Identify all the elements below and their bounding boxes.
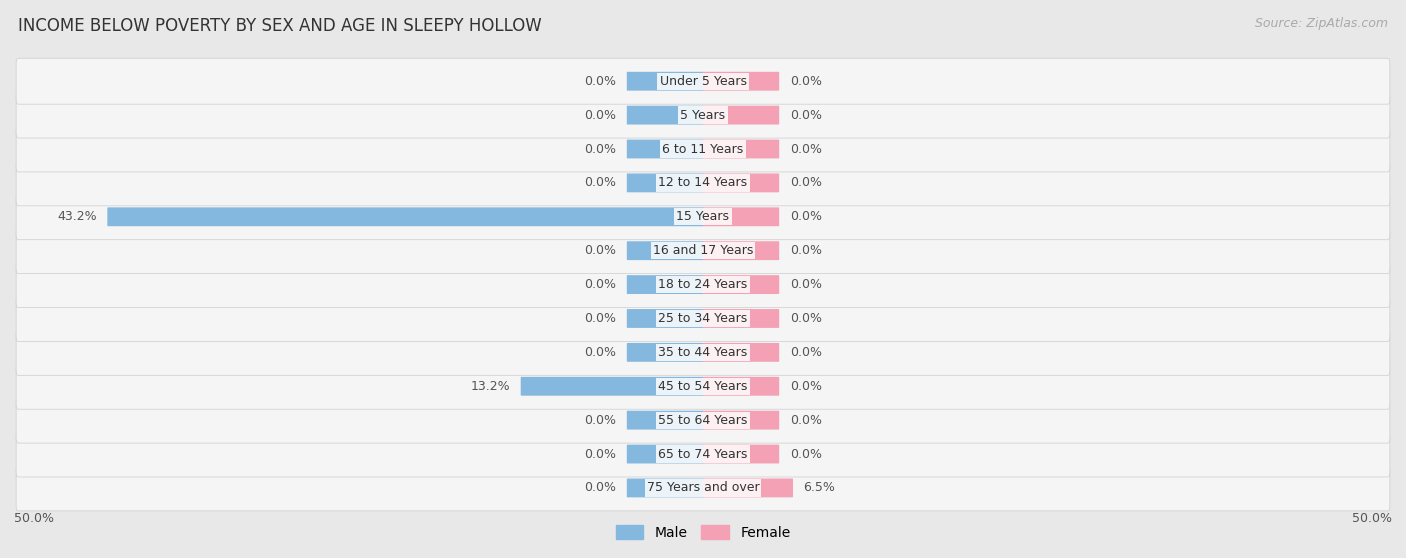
Text: 16 and 17 Years: 16 and 17 Years [652,244,754,257]
FancyBboxPatch shape [15,397,1391,443]
Text: 0.0%: 0.0% [790,312,821,325]
Text: 0.0%: 0.0% [790,176,821,189]
Text: 0.0%: 0.0% [585,413,616,427]
FancyBboxPatch shape [703,445,779,464]
FancyBboxPatch shape [627,174,703,193]
Text: 15 Years: 15 Years [676,210,730,223]
Text: 0.0%: 0.0% [585,75,616,88]
FancyBboxPatch shape [15,363,1391,409]
Text: 6.5%: 6.5% [804,482,835,494]
FancyBboxPatch shape [15,160,1391,206]
FancyBboxPatch shape [627,343,703,362]
FancyBboxPatch shape [627,241,703,260]
Text: 6 to 11 Years: 6 to 11 Years [662,142,744,156]
FancyBboxPatch shape [627,140,703,158]
FancyBboxPatch shape [703,343,779,362]
Text: 45 to 54 Years: 45 to 54 Years [658,380,748,393]
FancyBboxPatch shape [15,296,1391,341]
FancyBboxPatch shape [627,72,703,90]
Text: Source: ZipAtlas.com: Source: ZipAtlas.com [1254,17,1388,30]
Text: 13.2%: 13.2% [471,380,510,393]
Text: 0.0%: 0.0% [585,278,616,291]
FancyBboxPatch shape [627,275,703,294]
FancyBboxPatch shape [627,309,703,328]
Text: 0.0%: 0.0% [585,312,616,325]
Text: 0.0%: 0.0% [585,176,616,189]
FancyBboxPatch shape [703,174,779,193]
Text: 0.0%: 0.0% [585,244,616,257]
Text: 43.2%: 43.2% [58,210,97,223]
FancyBboxPatch shape [15,126,1391,172]
Text: 12 to 14 Years: 12 to 14 Years [658,176,748,189]
FancyBboxPatch shape [520,377,703,396]
FancyBboxPatch shape [15,228,1391,273]
FancyBboxPatch shape [703,208,779,226]
FancyBboxPatch shape [703,309,779,328]
Text: 0.0%: 0.0% [585,482,616,494]
FancyBboxPatch shape [15,58,1391,104]
Text: INCOME BELOW POVERTY BY SEX AND AGE IN SLEEPY HOLLOW: INCOME BELOW POVERTY BY SEX AND AGE IN S… [18,17,543,35]
Text: 65 to 74 Years: 65 to 74 Years [658,448,748,460]
Text: 0.0%: 0.0% [585,142,616,156]
Text: 0.0%: 0.0% [790,142,821,156]
Text: 50.0%: 50.0% [1353,512,1392,525]
Text: 5 Years: 5 Years [681,109,725,122]
FancyBboxPatch shape [15,194,1391,240]
Text: 25 to 34 Years: 25 to 34 Years [658,312,748,325]
Text: 0.0%: 0.0% [790,380,821,393]
FancyBboxPatch shape [15,92,1391,138]
FancyBboxPatch shape [703,105,779,124]
Text: 0.0%: 0.0% [790,244,821,257]
FancyBboxPatch shape [703,241,779,260]
Text: 0.0%: 0.0% [585,109,616,122]
FancyBboxPatch shape [15,431,1391,477]
FancyBboxPatch shape [703,72,779,90]
FancyBboxPatch shape [703,140,779,158]
FancyBboxPatch shape [703,275,779,294]
Text: 18 to 24 Years: 18 to 24 Years [658,278,748,291]
FancyBboxPatch shape [15,329,1391,376]
Text: 35 to 44 Years: 35 to 44 Years [658,346,748,359]
Text: 0.0%: 0.0% [790,75,821,88]
Text: 0.0%: 0.0% [790,346,821,359]
Text: 50.0%: 50.0% [14,512,53,525]
Text: 0.0%: 0.0% [585,346,616,359]
FancyBboxPatch shape [703,377,779,396]
Text: 0.0%: 0.0% [790,278,821,291]
FancyBboxPatch shape [627,445,703,464]
FancyBboxPatch shape [15,465,1391,511]
Text: 0.0%: 0.0% [790,448,821,460]
Text: 75 Years and over: 75 Years and over [647,482,759,494]
Text: 0.0%: 0.0% [790,210,821,223]
Text: 0.0%: 0.0% [585,448,616,460]
FancyBboxPatch shape [107,208,703,226]
FancyBboxPatch shape [703,411,779,430]
Text: 0.0%: 0.0% [790,109,821,122]
FancyBboxPatch shape [627,411,703,430]
Text: Under 5 Years: Under 5 Years [659,75,747,88]
Text: 55 to 64 Years: 55 to 64 Years [658,413,748,427]
FancyBboxPatch shape [703,479,793,497]
Legend: Male, Female: Male, Female [610,519,796,545]
FancyBboxPatch shape [627,479,703,497]
FancyBboxPatch shape [15,262,1391,307]
Text: 0.0%: 0.0% [790,413,821,427]
FancyBboxPatch shape [627,105,703,124]
